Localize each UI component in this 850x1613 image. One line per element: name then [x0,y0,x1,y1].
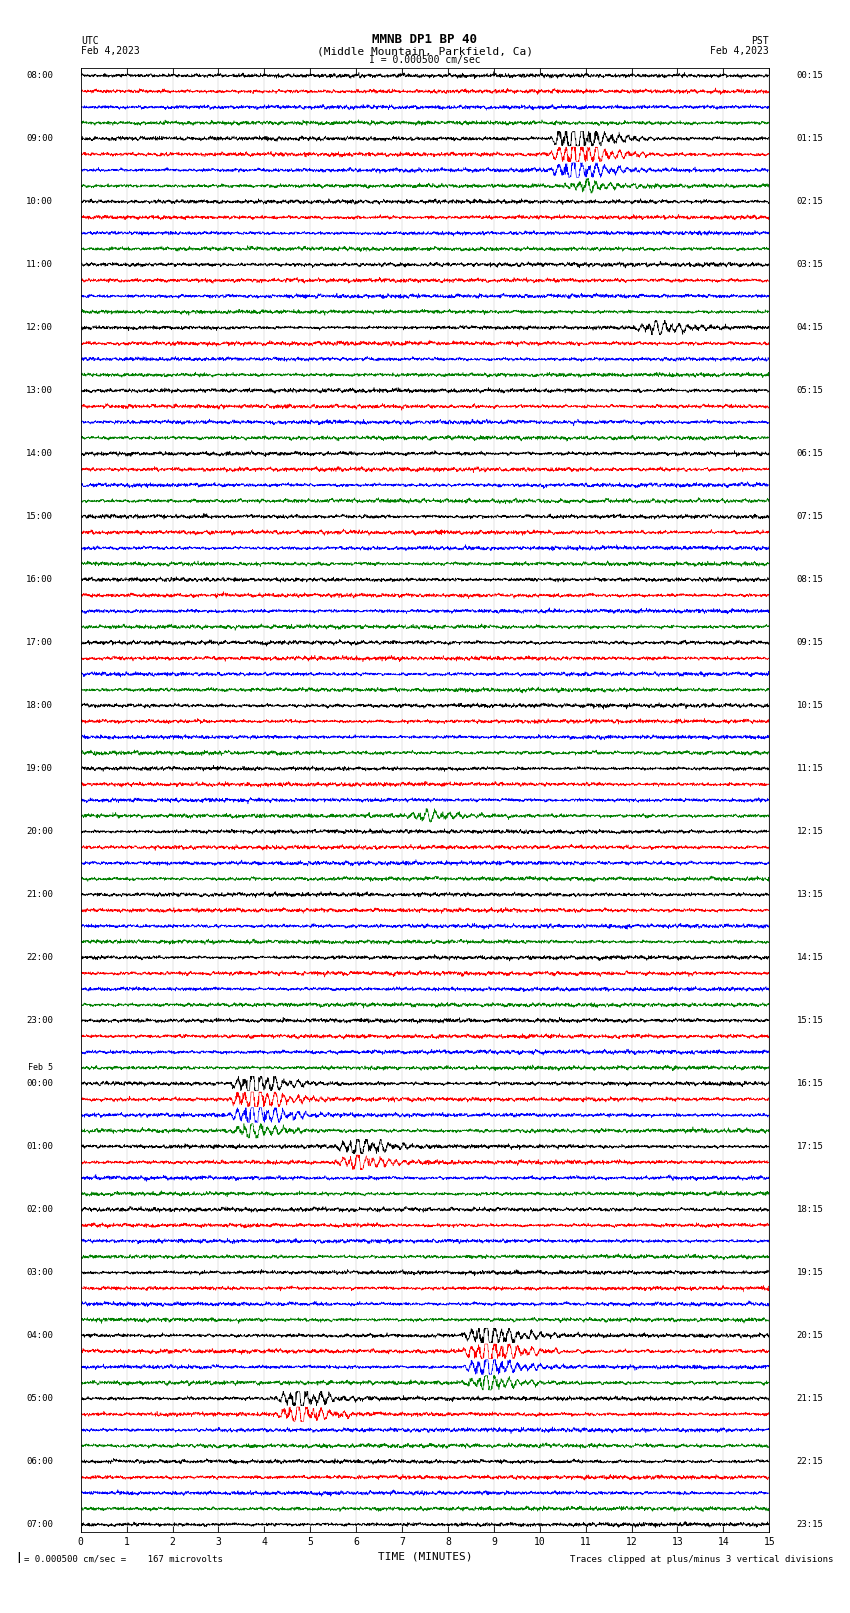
Text: 02:00: 02:00 [26,1205,54,1215]
Text: 23:00: 23:00 [26,1016,54,1024]
Text: 10:15: 10:15 [796,702,824,710]
Text: 09:00: 09:00 [26,134,54,144]
Text: 06:15: 06:15 [796,448,824,458]
Text: 19:00: 19:00 [26,765,54,773]
Text: 03:00: 03:00 [26,1268,54,1277]
Text: 12:15: 12:15 [796,827,824,836]
Text: 11:15: 11:15 [796,765,824,773]
Text: 10:00: 10:00 [26,197,54,206]
Text: 22:15: 22:15 [796,1457,824,1466]
Text: 16:15: 16:15 [796,1079,824,1089]
Text: 00:15: 00:15 [796,71,824,81]
Text: Feb 4,2023: Feb 4,2023 [81,47,139,56]
Text: 17:00: 17:00 [26,639,54,647]
Text: 09:15: 09:15 [796,639,824,647]
Text: 04:00: 04:00 [26,1331,54,1340]
Text: 01:15: 01:15 [796,134,824,144]
Text: 16:00: 16:00 [26,576,54,584]
Text: 05:00: 05:00 [26,1394,54,1403]
Text: 23:15: 23:15 [796,1519,824,1529]
Text: 13:15: 13:15 [796,890,824,898]
Text: 07:00: 07:00 [26,1519,54,1529]
Text: 04:15: 04:15 [796,323,824,332]
Text: 07:15: 07:15 [796,511,824,521]
Text: 15:00: 15:00 [26,511,54,521]
X-axis label: TIME (MINUTES): TIME (MINUTES) [377,1552,473,1561]
Text: Feb 4,2023: Feb 4,2023 [711,47,769,56]
Text: I = 0.000500 cm/sec: I = 0.000500 cm/sec [369,55,481,65]
Text: 14:00: 14:00 [26,448,54,458]
Text: 12:00: 12:00 [26,323,54,332]
Text: 11:00: 11:00 [26,260,54,269]
Text: 21:00: 21:00 [26,890,54,898]
Text: 03:15: 03:15 [796,260,824,269]
Text: |: | [15,1552,22,1563]
Text: 02:15: 02:15 [796,197,824,206]
Text: 18:00: 18:00 [26,702,54,710]
Text: PST: PST [751,35,769,45]
Text: 21:15: 21:15 [796,1394,824,1403]
Text: (Middle Mountain, Parkfield, Ca): (Middle Mountain, Parkfield, Ca) [317,47,533,56]
Text: 08:00: 08:00 [26,71,54,81]
Text: 08:15: 08:15 [796,576,824,584]
Text: 20:00: 20:00 [26,827,54,836]
Text: 01:00: 01:00 [26,1142,54,1152]
Text: 00:00: 00:00 [26,1079,54,1089]
Text: = 0.000500 cm/sec =    167 microvolts: = 0.000500 cm/sec = 167 microvolts [24,1555,223,1565]
Text: 20:15: 20:15 [796,1331,824,1340]
Text: 17:15: 17:15 [796,1142,824,1152]
Text: 06:00: 06:00 [26,1457,54,1466]
Text: UTC: UTC [81,35,99,45]
Text: 22:00: 22:00 [26,953,54,961]
Text: 05:15: 05:15 [796,386,824,395]
Text: Traces clipped at plus/minus 3 vertical divisions: Traces clipped at plus/minus 3 vertical … [570,1555,833,1565]
Text: 18:15: 18:15 [796,1205,824,1215]
Text: 15:15: 15:15 [796,1016,824,1024]
Text: Feb 5: Feb 5 [28,1063,54,1073]
Text: 14:15: 14:15 [796,953,824,961]
Text: 19:15: 19:15 [796,1268,824,1277]
Text: 13:00: 13:00 [26,386,54,395]
Text: MMNB DP1 BP 40: MMNB DP1 BP 40 [372,32,478,45]
